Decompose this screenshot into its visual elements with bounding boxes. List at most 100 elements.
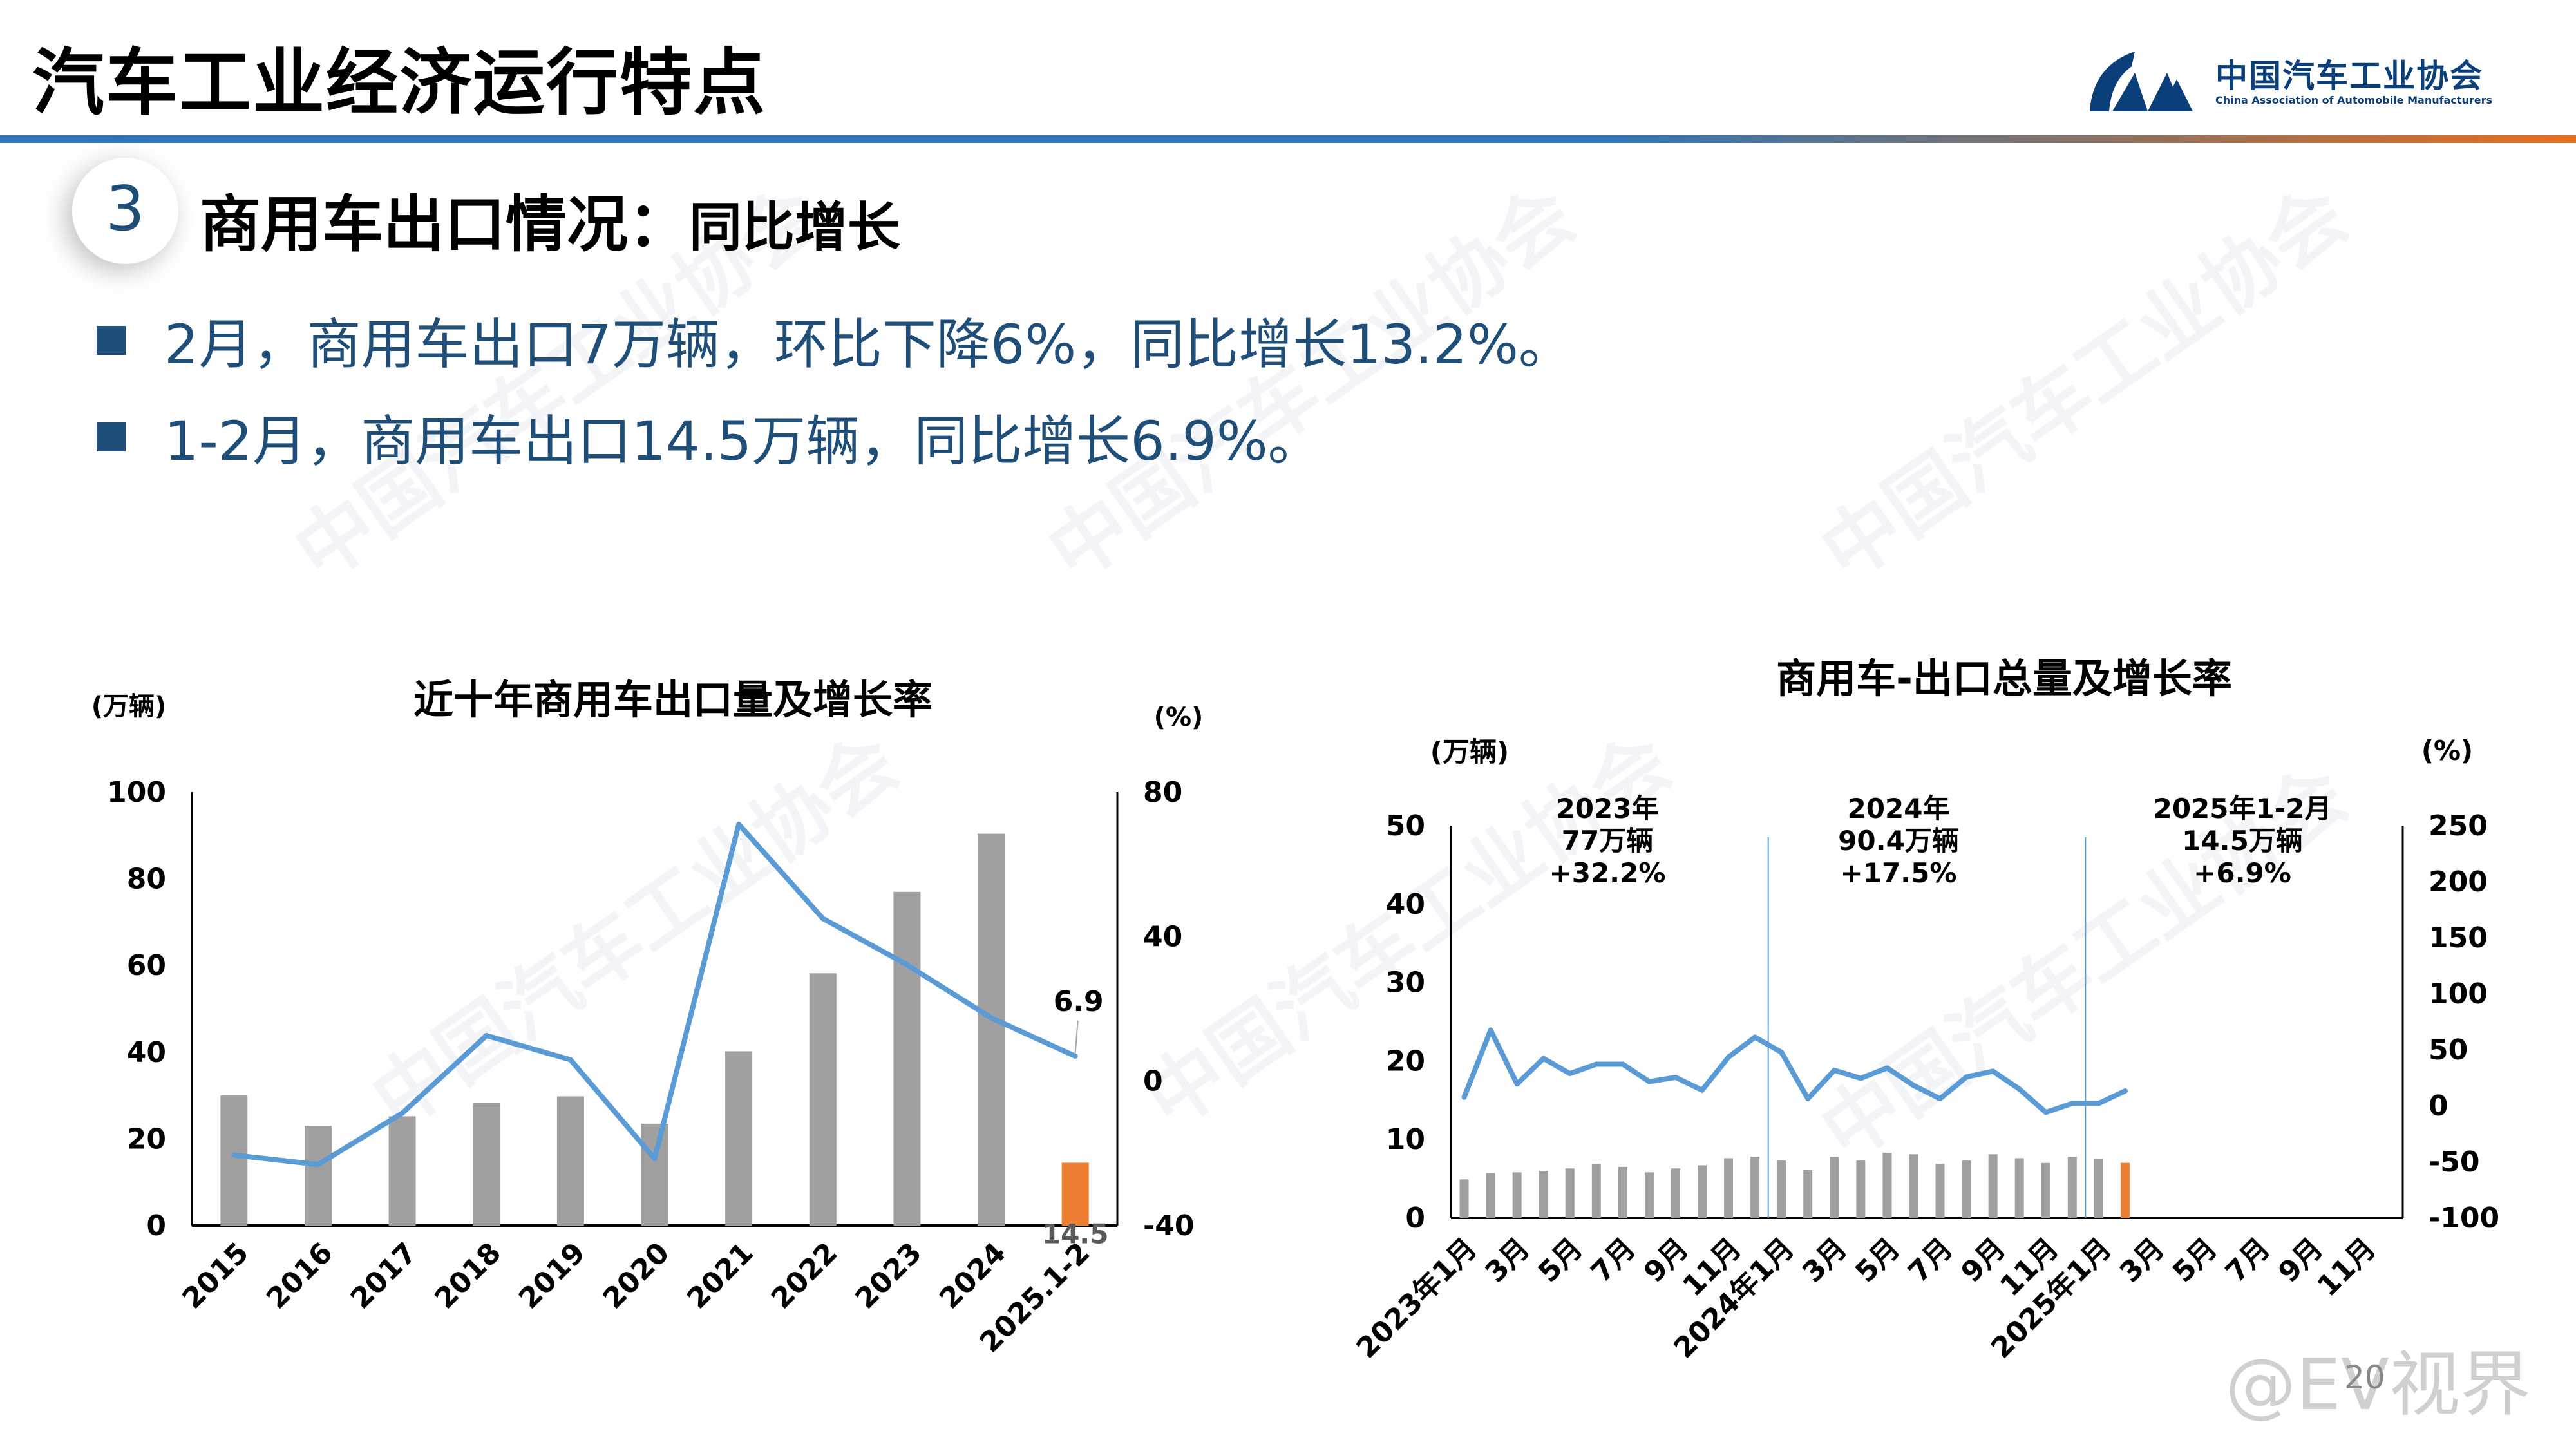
y-tick-label: 0 <box>1405 1202 1425 1235</box>
x-tick-label: 7月 <box>2219 1232 2277 1289</box>
section-subtitle: 同比增长 <box>689 197 901 258</box>
y-axis-label: (万辆) <box>1430 736 1509 768</box>
bar <box>1061 1162 1089 1226</box>
growth-line <box>1461 1027 2126 1115</box>
y-tick-label: 40 <box>1386 888 1425 921</box>
bar-data-label: 14.5 <box>1042 1218 1109 1249</box>
chart-title: 近十年商用车出口量及增长率 <box>413 676 933 723</box>
growth-point <box>1752 1034 1758 1040</box>
bar <box>1988 1154 1998 1218</box>
bullet-text: 2月，商用车出口7万辆，环比下降6%，同比增长13.2%。 <box>164 313 1573 376</box>
bar <box>641 1123 668 1226</box>
bar <box>1750 1156 1760 1218</box>
bar <box>1803 1170 1813 1218</box>
bar <box>388 1116 416 1226</box>
bar <box>304 1126 332 1226</box>
logo-name-en: China Association of Automobile Manufact… <box>2215 94 2493 106</box>
bar <box>978 833 1005 1226</box>
data-label-leader <box>1074 1020 1079 1054</box>
growth-point <box>399 1110 405 1116</box>
y-tick-label: 10 <box>1386 1123 1425 1156</box>
section-title: 商用车出口情况： <box>200 189 690 260</box>
y-tick-label: 100 <box>107 776 166 809</box>
growth-point <box>2096 1101 2101 1106</box>
year-annotation: +32.2% <box>1549 857 1666 889</box>
x-tick-label: 5月 <box>1849 1232 1906 1289</box>
x-tick-label: 5月 <box>2166 1232 2224 1289</box>
section-heading: 商用车出口情况：同比增长 <box>200 175 900 263</box>
year-annotation: +17.5% <box>1841 857 1957 889</box>
bar <box>473 1103 500 1226</box>
y-axis-label: (万辆) <box>91 692 167 721</box>
growth-point <box>1779 1050 1785 1056</box>
bar <box>1486 1173 1495 1218</box>
bar <box>1671 1168 1680 1218</box>
growth-point <box>1858 1075 1864 1081</box>
logo-name-cn: 中国汽车工业协会 <box>2215 57 2483 95</box>
y2-tick-label: 0 <box>2429 1090 2448 1122</box>
page-number: 20 <box>2344 1359 2385 1396</box>
y2-tick-label: 40 <box>1143 920 1182 953</box>
bar <box>1724 1158 1734 1218</box>
growth-point <box>1461 1094 1467 1100</box>
growth-point <box>736 821 742 827</box>
bar <box>1935 1163 1945 1218</box>
line-data-label: 6.9 <box>1054 985 1104 1018</box>
growth-point <box>1646 1079 1652 1084</box>
growth-point <box>1540 1056 1546 1061</box>
x-tick-label: 11月 <box>2311 1232 2382 1303</box>
growth-point <box>989 1015 994 1021</box>
bar <box>1618 1166 1627 1218</box>
growth-point <box>904 962 910 968</box>
growth-point <box>567 1057 573 1063</box>
section-number-badge: 3 <box>72 158 178 264</box>
bar <box>220 1095 248 1226</box>
y-tick-label: 20 <box>127 1122 166 1155</box>
growth-point <box>1990 1068 1996 1074</box>
y-tick-label: 0 <box>146 1209 166 1242</box>
bullet-square-icon <box>97 326 126 355</box>
bullet-item: 1-2月，商用车出口14.5万辆，同比增长6.9%。 <box>97 398 1322 476</box>
y2-tick-label: -100 <box>2429 1202 2499 1235</box>
growth-point <box>1514 1081 1520 1087</box>
year-annotation: 2025年1-2月 <box>2154 793 2332 824</box>
source-watermark: @EV视界 <box>2225 1343 2531 1426</box>
header-divider <box>0 135 2576 143</box>
caam-logo: 中国汽车工业协会 China Association of Automobile… <box>2087 50 2505 115</box>
x-tick-label: 3月 <box>1796 1232 1853 1289</box>
bar <box>1512 1172 1522 1218</box>
bar <box>893 891 921 1226</box>
growth-point <box>2043 1110 2049 1115</box>
growth-point <box>820 916 826 922</box>
x-tick-label: 7月 <box>1585 1232 1642 1289</box>
y-tick-label: 20 <box>1386 1045 1425 1077</box>
x-tick-label: 3月 <box>1479 1232 1537 1289</box>
bar <box>1856 1160 1866 1218</box>
bar <box>1882 1152 1892 1218</box>
growth-point <box>2122 1088 2128 1094</box>
y-tick-label: 40 <box>127 1036 166 1069</box>
y2-tick-label: 250 <box>2429 810 2488 842</box>
growth-point <box>1700 1087 1705 1093</box>
y2-tick-label: -50 <box>2429 1146 2480 1179</box>
growth-point <box>1593 1061 1599 1067</box>
y-tick-label: 30 <box>1386 967 1425 999</box>
bar <box>1698 1165 1707 1218</box>
bar <box>2120 1162 2130 1218</box>
bar <box>556 1096 584 1226</box>
x-tick-label: 3月 <box>2114 1232 2171 1289</box>
y-tick-label: 60 <box>127 949 166 982</box>
growth-point <box>1726 1054 1732 1060</box>
y-tick-label: 50 <box>1386 810 1425 842</box>
bar <box>1591 1163 1601 1218</box>
growth-point <box>1672 1074 1678 1080</box>
bar <box>1777 1160 1786 1218</box>
growth-point <box>231 1152 237 1158</box>
bullet-item: 2月，商用车出口7万辆，环比下降6%，同比增长13.2%。 <box>97 301 1573 379</box>
growth-point <box>1805 1096 1811 1102</box>
y2-tick-label: -40 <box>1143 1209 1195 1242</box>
bullet-text: 1-2月，商用车出口14.5万辆，同比增长6.9%。 <box>164 410 1322 473</box>
growth-point <box>1964 1074 1969 1080</box>
growth-point <box>1567 1071 1573 1077</box>
